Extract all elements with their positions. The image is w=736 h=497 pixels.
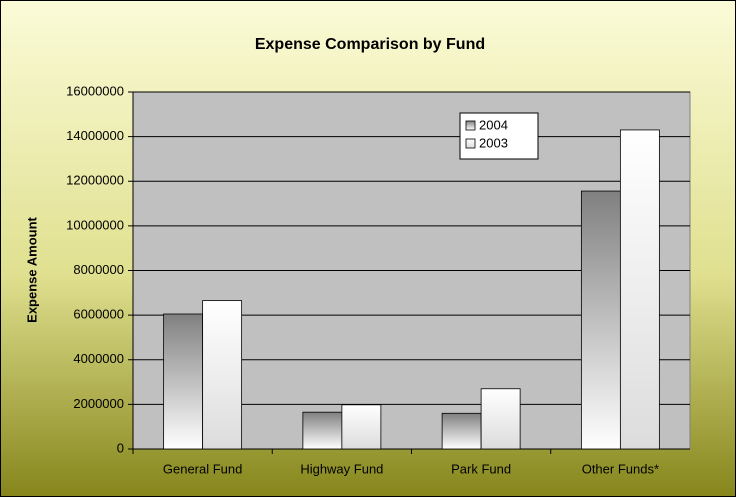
bar	[202, 300, 243, 450]
bar	[163, 313, 204, 450]
x-tick-label: Highway Fund	[300, 461, 383, 476]
legend-label: 2003	[479, 135, 508, 150]
y-tick-label: 6000000	[73, 307, 124, 322]
y-tick-label: 4000000	[73, 351, 124, 366]
legend-swatch	[465, 120, 476, 131]
bar	[302, 411, 343, 450]
chart-title: Expense Comparison by Fund	[255, 36, 485, 53]
x-tick-label: General Fund	[163, 461, 243, 476]
legend-swatch	[465, 138, 476, 149]
bar	[619, 129, 660, 450]
bar	[480, 388, 521, 450]
y-tick-label: 8000000	[73, 262, 124, 277]
y-tick-label: 10000000	[66, 217, 124, 232]
x-tick-label: Park Fund	[451, 461, 511, 476]
y-tick-label: 0	[117, 440, 124, 455]
bar	[580, 190, 621, 450]
bar	[441, 412, 482, 450]
y-tick-label: 12000000	[66, 173, 124, 188]
y-tick-label: 14000000	[66, 128, 124, 143]
legend-label: 2004	[479, 117, 508, 132]
y-axis-label: Expense Amount	[24, 216, 39, 322]
x-tick-label: Other Funds*	[582, 461, 659, 476]
y-tick-label: 16000000	[66, 83, 124, 98]
y-tick-label: 2000000	[73, 396, 124, 411]
bar	[341, 404, 382, 450]
